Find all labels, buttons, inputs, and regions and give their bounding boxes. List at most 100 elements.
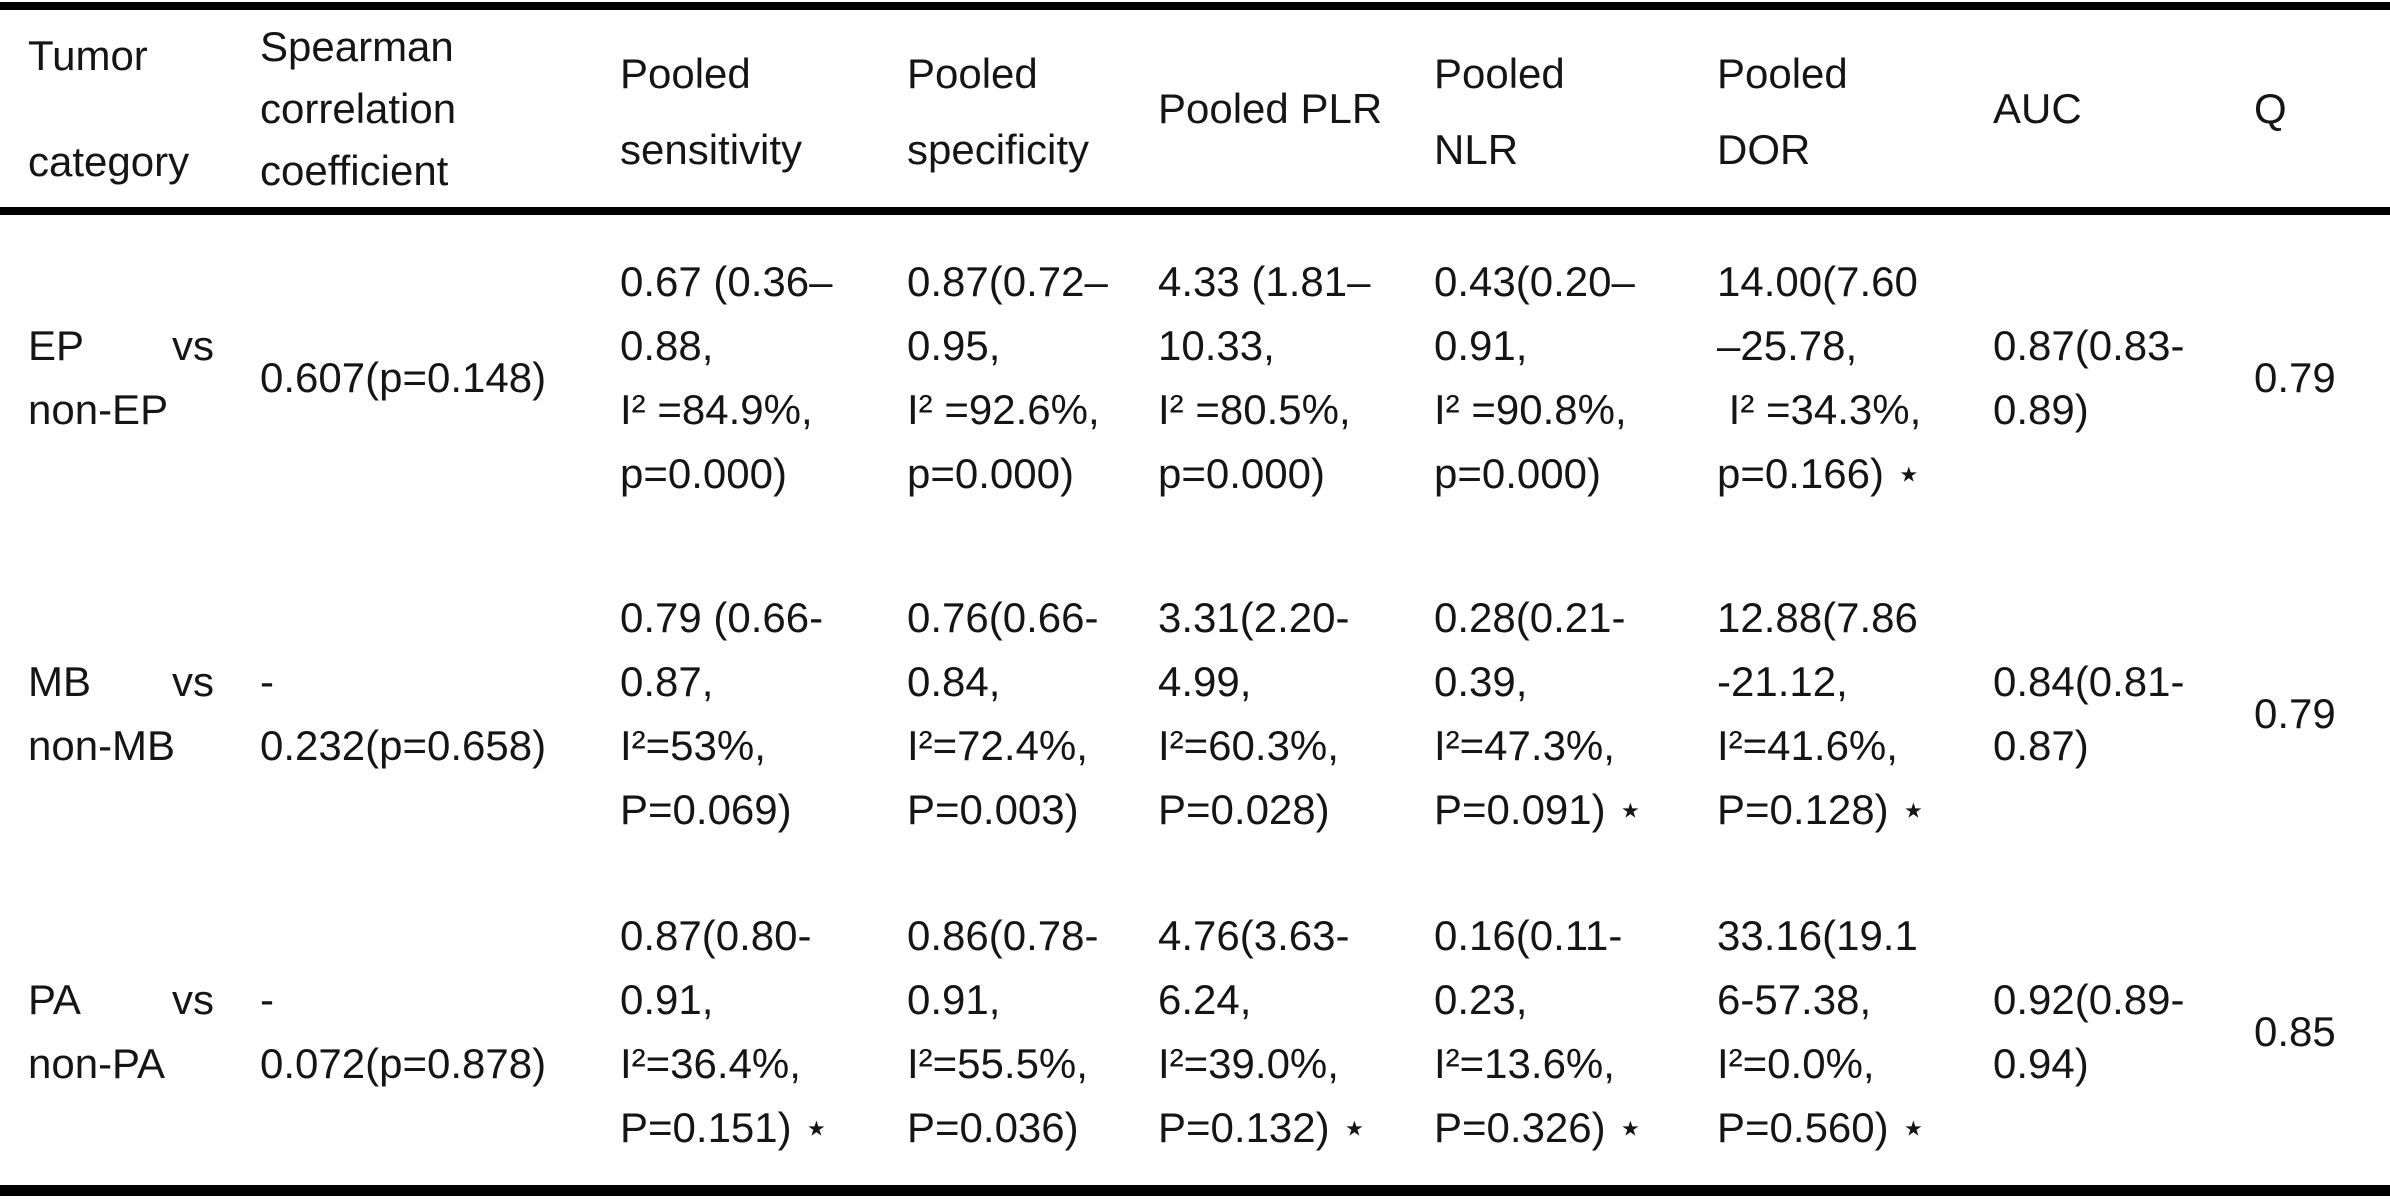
text-line: Q (2254, 84, 2287, 132)
text-line: 0.91, (907, 976, 1001, 1023)
text-line: 0.92(0.89- (1993, 976, 2185, 1023)
text-line: 0.79 (0.66- (620, 594, 824, 641)
row-mb-cell-plr: 3.31(2.20- 4.99, I²=60.3%, P=0.028) (1130, 549, 1406, 879)
header-pooled-plr: Pooled PLR (1130, 10, 1406, 207)
text-line: 0.95, (907, 322, 1001, 369)
row-mb-cell-nlr: 0.28(0.21- 0.39, I²=47.3%, P=0.091) ⋆ (1406, 549, 1689, 879)
text-line: 0.87(0.80- (620, 912, 812, 959)
row-ep-cell-sensitivity: 0.67 (0.36– 0.88, I² =84.9%, p=0.000) (592, 207, 879, 549)
text-line: 14.00(7.60 (1717, 258, 1918, 305)
row-pa-cell-sensitivity: 0.87(0.80- 0.91, I²=36.4%, P=0.151) ⋆ (592, 879, 879, 1185)
header-spearman-correlation-coefficient: Spearman correlation coefficient (232, 10, 592, 207)
text-line: P=0.326) ⋆ (1434, 1104, 1644, 1151)
header-tumor-category: Tumor category (0, 10, 232, 207)
text-line: Pooled (907, 49, 1038, 97)
text-line: 0.91, (620, 976, 714, 1023)
tumor-category-line2: non-PA (28, 1040, 165, 1087)
header-pooled-sensitivity: Pooled sensitivity (592, 10, 879, 207)
text-line: 0.28(0.21- (1434, 594, 1626, 641)
text-line: Tumor (28, 31, 148, 79)
header-pooled-specificity: Pooled specificity (879, 10, 1130, 207)
text-line: I²=0.0%, (1717, 1040, 1875, 1087)
text-line: –25.78, (1717, 322, 1858, 369)
row-pa-cell-spearman: - 0.072(p=0.878) (232, 879, 592, 1185)
text-line: P=0.151) ⋆ (620, 1104, 830, 1151)
text-line: Pooled (620, 49, 751, 97)
row-mb-cell-tumor-category: MB vs non-MB (0, 549, 232, 879)
row-mb-cell-dor: 12.88(7.86 -21.12, I²=41.6%, P=0.128) ⋆ (1689, 549, 1965, 879)
header-pooled-nlr: Pooled NLR (1406, 10, 1689, 207)
text-line: Spearman (260, 22, 454, 70)
text-line: sensitivity (620, 125, 803, 173)
text-line: I²=53%, (620, 722, 766, 769)
text-line: 0.607(p=0.148) (260, 354, 547, 401)
tumor-category-line1: PA vs (28, 968, 214, 1032)
header-q: Q (2226, 10, 2390, 207)
tumor-category-line1: MB vs (28, 650, 214, 714)
row-ep-cell-spearman: 0.607(p=0.148) (232, 207, 592, 549)
text-line: p=0.000) (907, 450, 1074, 497)
text-line: I²=60.3%, (1158, 722, 1339, 769)
text-line: Pooled PLR (1158, 84, 1383, 132)
text-line: 0.84, (907, 658, 1001, 705)
text-line: 0.84(0.81- (1993, 658, 2185, 705)
vs-label: vs (172, 322, 214, 369)
row-ep-cell-q: 0.79 (2254, 354, 2336, 401)
text-line: 0.87) (1993, 722, 2089, 769)
meta-analysis-table: Tumor category Spearman correlation coeffic… (0, 10, 2390, 1185)
text-line: I² =34.3%, (1717, 386, 1922, 433)
text-line: -21.12, (1717, 658, 1848, 705)
text-line: 0.88, (620, 322, 714, 369)
row-mb-cell-specificity: 0.76(0.66- 0.84, I²=72.4%, P=0.003) (879, 549, 1130, 879)
vs-label: vs (172, 976, 214, 1023)
text-line: 0.43(0.20– (1434, 258, 1635, 305)
table-bottom-rule (0, 1185, 2390, 1196)
text-line: 6-57.38, (1717, 976, 1872, 1023)
text-line: P=0.560) ⋆ (1717, 1104, 1927, 1151)
row-pa-cell-dor: 33.16(19.1 6-57.38, I²=0.0%, P=0.560) ⋆ (1689, 879, 1965, 1185)
text-line: 0.39, (1434, 658, 1528, 705)
text-line: 12.88(7.86 (1717, 594, 1918, 641)
text-line: Pooled (1717, 49, 1848, 97)
text-line: I²=72.4%, (907, 722, 1088, 769)
text-line: P=0.091) ⋆ (1434, 786, 1644, 833)
text-line: 0.87(0.72– (907, 258, 1108, 305)
row-ep-cell-auc: 0.87(0.83- 0.89) (1965, 207, 2226, 549)
text-line: 0.87(0.83- (1993, 322, 2185, 369)
text-line: I² =90.8%, (1434, 386, 1627, 433)
row-mb-cell-auc: 0.84(0.81- 0.87) (1965, 549, 2226, 879)
text-line: I²=39.0%, (1158, 1040, 1339, 1087)
text-line: I²=47.3%, (1434, 722, 1615, 769)
text-line: AUC (1993, 84, 2082, 132)
row-pa-cell-tumor-category: PA vs non-PA (0, 879, 232, 1185)
row-mb-cell-q: 0.79 (2254, 690, 2336, 737)
text-line: specificity (907, 125, 1090, 173)
text-line: P=0.003) (907, 786, 1079, 833)
text-line: 33.16(19.1 (1717, 912, 1918, 959)
text-line: 0.76(0.66- (907, 594, 1099, 641)
row-pa-cell-nlr: 0.16(0.11- 0.23, I²=13.6%, P=0.326) ⋆ (1406, 879, 1689, 1185)
header-auc: AUC (1965, 10, 2226, 207)
text-line: I² =92.6%, (907, 386, 1100, 433)
text-line: p=0.000) (1434, 450, 1601, 497)
text-line: 0.86(0.78- (907, 912, 1099, 959)
vs-label: vs (172, 658, 214, 705)
row-pa-cell-specificity: 0.86(0.78- 0.91, I²=55.5%, P=0.036) (879, 879, 1130, 1185)
text-line: coefficient (260, 146, 449, 194)
text-line: 0.94) (1993, 1040, 2089, 1087)
text-line: p=0.000) (620, 450, 787, 497)
text-line: 0.16(0.11- (1434, 912, 1623, 959)
text-line: 0.23, (1434, 976, 1528, 1023)
text-line: I²=41.6%, (1717, 722, 1898, 769)
text-line: 0.91, (1434, 322, 1528, 369)
text-line: 4.33 (1.81– (1158, 258, 1371, 305)
row-pa-cell-auc: 0.92(0.89- 0.94) (1965, 879, 2226, 1185)
tumor-category-line2: non-MB (28, 722, 176, 769)
row-pa-cell-plr: 4.76(3.63- 6.24, I²=39.0%, P=0.132) ⋆ (1130, 879, 1406, 1185)
tumor-name: EP (28, 322, 85, 369)
text-line: - (260, 658, 274, 705)
row-ep-cell-plr: 4.33 (1.81– 10.33, I² =80.5%, p=0.000) (1130, 207, 1406, 549)
text-line: 3.31(2.20- (1158, 594, 1350, 641)
text-line: p=0.000) (1158, 450, 1325, 497)
